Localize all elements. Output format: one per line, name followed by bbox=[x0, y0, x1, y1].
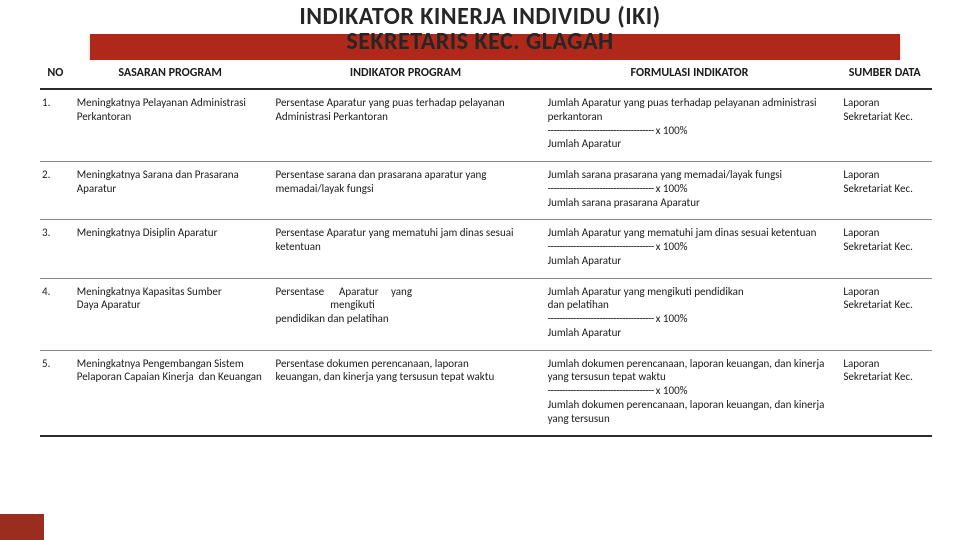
title-line-1: INDIKATOR KINERJA INDIVIDU (IKI) bbox=[0, 4, 960, 29]
cell-sumber: Laporan Sekretariat Kec. bbox=[837, 350, 932, 436]
cell-indikator: Persentase Aparatur yang mematuhi jam di… bbox=[269, 220, 541, 278]
accent-bar bbox=[0, 514, 44, 540]
table-row: 2.Meningkatnya Sarana dan Prasarana Apar… bbox=[40, 162, 932, 220]
cell-formulasi: Jumlah sarana prasarana yang memadai/lay… bbox=[542, 162, 838, 220]
col-header-sasaran: SASARAN PROGRAM bbox=[71, 60, 270, 89]
col-header-formulasi: FORMULASI INDIKATOR bbox=[542, 60, 838, 89]
table-container: NO SASARAN PROGRAM INDIKATOR PROGRAM FOR… bbox=[40, 60, 932, 522]
table-row: 3.Meningkatnya Disiplin AparaturPersenta… bbox=[40, 220, 932, 278]
cell-sasaran: Meningkatnya Sarana dan Prasarana Aparat… bbox=[71, 162, 270, 220]
cell-no: 3. bbox=[40, 220, 71, 278]
table-row: 4.Meningkatnya Kapasitas SumberDaya Apar… bbox=[40, 278, 932, 350]
cell-sumber: Laporan Sekretariat Kec. bbox=[837, 220, 932, 278]
table-header-row: NO SASARAN PROGRAM INDIKATOR PROGRAM FOR… bbox=[40, 60, 932, 89]
col-header-indikator: INDIKATOR PROGRAM bbox=[269, 60, 541, 89]
cell-sasaran: Meningkatnya Kapasitas SumberDaya Aparat… bbox=[71, 278, 270, 350]
cell-no: 1. bbox=[40, 89, 71, 162]
table-row: 5.Meningkatnya Pengembangan Sistem Pelap… bbox=[40, 350, 932, 436]
cell-formulasi: Jumlah Aparatur yang mengikuti pendidika… bbox=[542, 278, 838, 350]
table-row: 1.Meningkatnya Pelayanan Administrasi Pe… bbox=[40, 89, 932, 162]
cell-sumber: Laporan Sekretariat Kec. bbox=[837, 89, 932, 162]
cell-sumber: Laporan Sekretariat Kec. bbox=[837, 162, 932, 220]
cell-sasaran: Meningkatnya Pengembangan Sistem Pelapor… bbox=[71, 350, 270, 436]
cell-indikator: Persentase dokumen perencanaan, laporank… bbox=[269, 350, 541, 436]
title-line-2: SEKRETARIS KEC. GLAGAH bbox=[0, 29, 960, 54]
cell-indikator: Persentase Aparatur yang puas terhadap p… bbox=[269, 89, 541, 162]
iki-table: NO SASARAN PROGRAM INDIKATOR PROGRAM FOR… bbox=[40, 60, 932, 437]
col-header-sumber: SUMBER DATA bbox=[837, 60, 932, 89]
cell-sasaran: Meningkatnya Pelayanan Administrasi Perk… bbox=[71, 89, 270, 162]
cell-formulasi: Jumlah Aparatur yang puas terhadap pelay… bbox=[542, 89, 838, 162]
cell-no: 4. bbox=[40, 278, 71, 350]
cell-no: 5. bbox=[40, 350, 71, 436]
slide-title: INDIKATOR KINERJA INDIVIDU (IKI) SEKRETA… bbox=[0, 4, 960, 54]
cell-no: 2. bbox=[40, 162, 71, 220]
cell-formulasi: Jumlah dokumen perencanaan, laporan keua… bbox=[542, 350, 838, 436]
cell-sumber: Laporan Sekretariat Kec. bbox=[837, 278, 932, 350]
cell-indikator: Persentase sarana dan prasarana aparatur… bbox=[269, 162, 541, 220]
cell-sasaran: Meningkatnya Disiplin Aparatur bbox=[71, 220, 270, 278]
cell-formulasi: Jumlah Aparatur yang mematuhi jam dinas … bbox=[542, 220, 838, 278]
cell-indikator: Persentase Aparatur yang mengikutipendid… bbox=[269, 278, 541, 350]
col-header-no: NO bbox=[40, 60, 71, 89]
